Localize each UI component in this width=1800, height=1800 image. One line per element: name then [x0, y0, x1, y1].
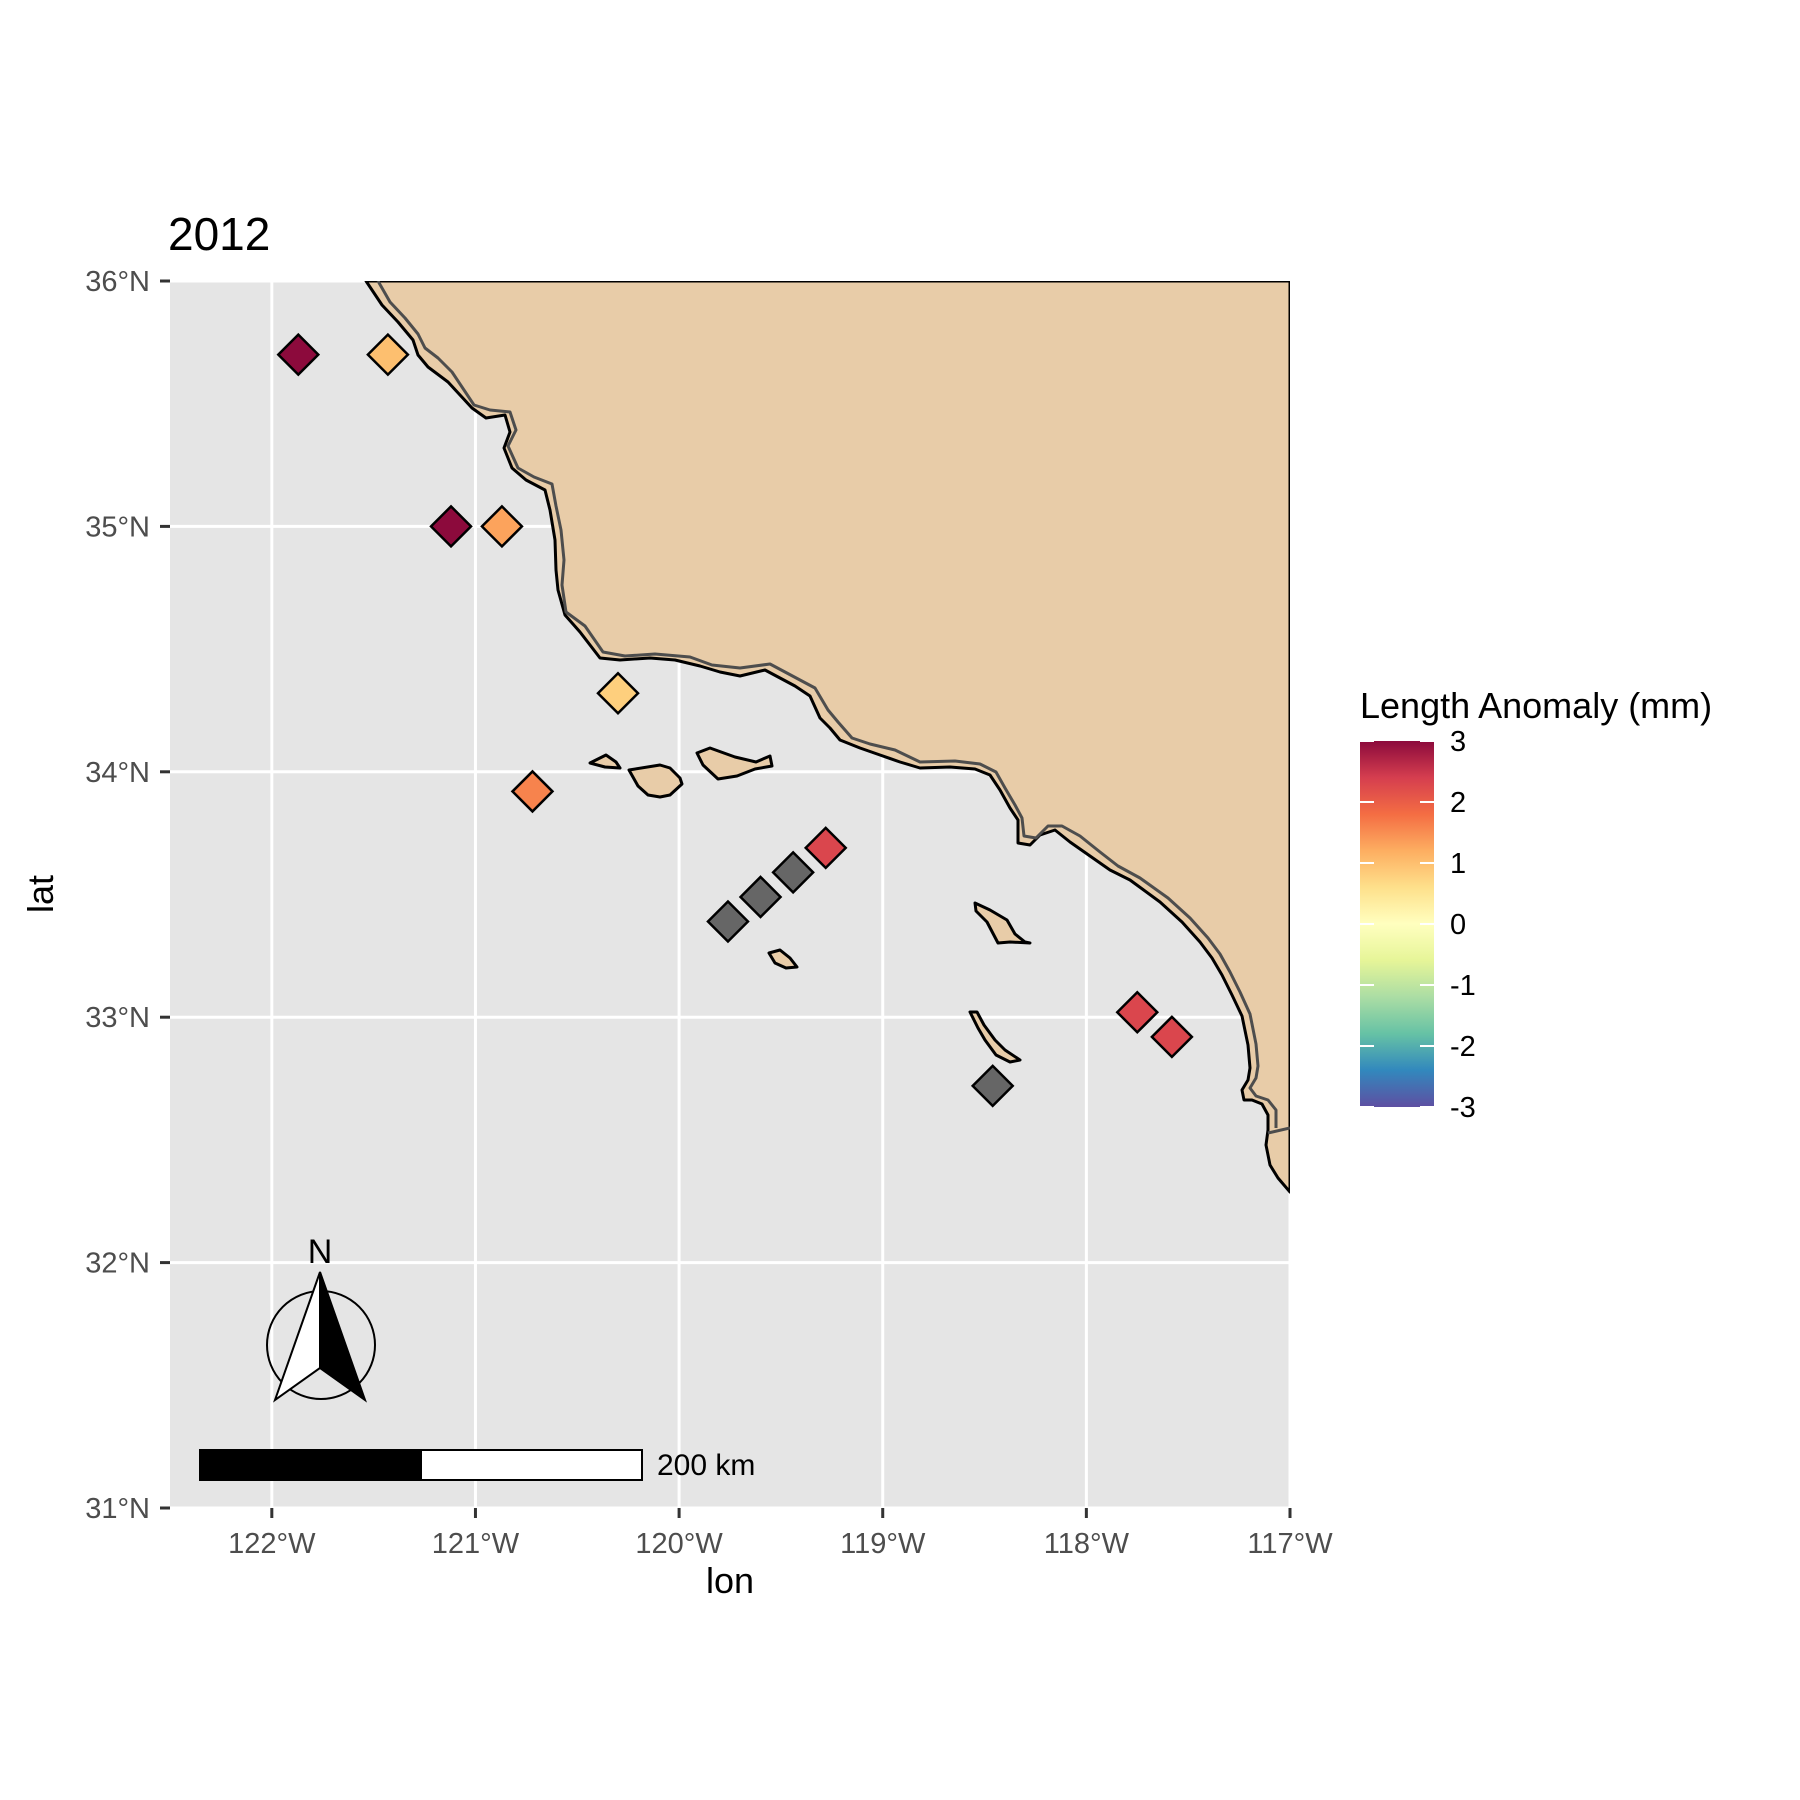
- scale-bar: 200 km: [199, 1449, 755, 1482]
- sample-point: [276, 332, 321, 377]
- x-tick-label: 121°W: [432, 1528, 520, 1560]
- north-arrow-right-half: [319, 1271, 367, 1403]
- island-san-clemente: [968, 1010, 1022, 1064]
- sample-point: [803, 826, 848, 870]
- y-axis-title: lat: [20, 875, 61, 913]
- x-tick-label: 118°W: [1044, 1528, 1130, 1560]
- y-tick-label: 36°N: [85, 266, 150, 298]
- legend-label: -3: [1450, 1092, 1476, 1124]
- scale-bar-label: 200 km: [657, 1449, 755, 1482]
- x-tick-label: 122°W: [228, 1528, 316, 1560]
- sample-point: [1150, 1015, 1194, 1059]
- legend-label: -2: [1450, 1031, 1476, 1063]
- island-santa-barbara: [767, 948, 799, 970]
- legend-label: 0: [1450, 909, 1466, 941]
- sample-point: [596, 671, 640, 716]
- y-tick-label: 34°N: [85, 757, 150, 789]
- sample-point: [771, 850, 815, 895]
- x-axis-title: lon: [706, 1560, 754, 1601]
- sample-point: [510, 769, 555, 814]
- land-layer: [364, 281, 1290, 1194]
- sample-point: [480, 504, 524, 549]
- mainland-coast: [364, 281, 1290, 1194]
- plot-title: 2012: [168, 208, 270, 260]
- sample-point: [738, 875, 783, 919]
- x-tick-label: 120°W: [635, 1528, 723, 1560]
- y-tick-label: 33°N: [85, 1002, 150, 1034]
- scale-bar-black-segment: [199, 1449, 422, 1481]
- y-tick-label: 32°N: [85, 1248, 150, 1280]
- y-tick-label: 31°N: [85, 1493, 150, 1525]
- island-santa-catalina: [973, 901, 1032, 945]
- y-tick-label: 35°N: [85, 511, 150, 543]
- legend-label: -1: [1450, 970, 1476, 1002]
- sample-point: [706, 899, 750, 944]
- north-arrow: N: [266, 1233, 376, 1403]
- sample-point: [366, 332, 410, 377]
- axes: 122°W 121°W 120°W 119°W 118°W 117°W 31°N 32°N 33…: [85, 266, 1333, 1560]
- sample-point: [1115, 990, 1160, 1035]
- island-san-miguel: [588, 753, 622, 770]
- scale-bar-white-segment: [420, 1449, 643, 1481]
- legend: Length Anomaly (mm) 3 2 1 0 -1 -2 -3: [1360, 685, 1712, 1124]
- legend-label: 3: [1450, 726, 1466, 758]
- island-santa-cruz: [695, 746, 774, 781]
- island-santa-rosa: [627, 763, 684, 799]
- legend-ticks: 3 2 1 0 -1 -2 -3: [1360, 726, 1476, 1124]
- x-tick-label: 117°W: [1247, 1528, 1333, 1560]
- mainland-coast-outline: [376, 281, 1290, 1135]
- sample-point: [429, 504, 473, 549]
- sample-point: [970, 1064, 1015, 1108]
- legend-label: 1: [1450, 848, 1466, 880]
- sample-points: [276, 332, 1194, 1108]
- x-tick-label: 119°W: [840, 1528, 926, 1560]
- legend-title: Length Anomaly (mm): [1360, 685, 1712, 726]
- north-arrow-label: N: [308, 1233, 333, 1271]
- legend-label: 2: [1450, 787, 1466, 819]
